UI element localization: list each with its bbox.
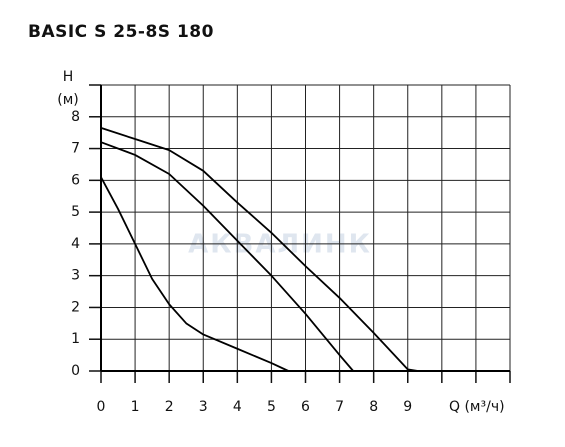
y-axis-unit: (м) [57,92,79,108]
x-tick-label: 2 [165,399,174,415]
x-tick-label: 1 [131,399,140,415]
x-tick-label: 6 [301,399,310,415]
watermark: АКВАЛИНК [188,230,372,260]
pump-curve [100,141,354,372]
y-tick-label: 3 [71,268,80,284]
x-tick-label: 5 [267,399,276,415]
y-axis-label: H [63,69,74,85]
pump-curve [100,176,289,372]
y-tick-label: 2 [71,299,80,315]
x-tick-label: 9 [403,399,412,415]
y-tick-label: 0 [71,363,80,379]
y-tick-label: 1 [71,331,80,347]
pump-curve [100,127,419,372]
x-tick-label: 3 [199,399,208,415]
y-tick-label: 7 [71,141,80,157]
x-tick-label: 4 [233,399,242,415]
x-tick-label: 8 [369,399,378,415]
y-tick-label: 8 [71,109,80,125]
x-axis-label: Q (м³/ч) [449,399,505,415]
x-tick-label: 0 [97,399,106,415]
y-tick-label: 4 [71,236,80,252]
y-tick-label: 5 [71,204,80,220]
x-tick-label: 7 [335,399,344,415]
chart-title: BASIC S 25-8S 180 [28,22,214,42]
y-tick-label: 6 [71,172,80,188]
